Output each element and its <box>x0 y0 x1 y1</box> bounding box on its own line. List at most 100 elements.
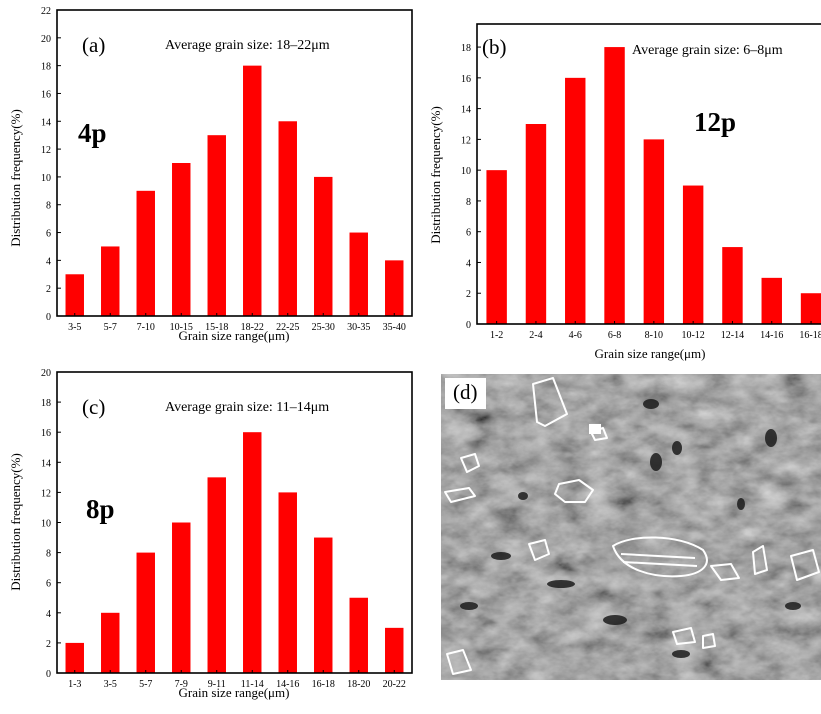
x-tick-label: 20-22 <box>383 679 406 690</box>
x-tick-label: 2-4 <box>529 330 542 341</box>
panel-label: (b) <box>482 35 507 59</box>
bar <box>604 47 625 324</box>
bar <box>385 627 404 673</box>
grain-outline <box>710 563 740 581</box>
bar <box>314 176 333 316</box>
x-tick-label: 22-25 <box>276 322 299 333</box>
grain-outline <box>554 479 594 503</box>
bright-particle <box>589 424 601 434</box>
grain-outline <box>532 377 568 427</box>
x-axis-title: Grain size range(μm) <box>595 346 706 361</box>
grain-outline <box>528 539 550 561</box>
x-tick-label: 5-7 <box>104 322 117 333</box>
bar <box>278 121 297 316</box>
x-tick-label: 9-11 <box>208 679 226 690</box>
x-axis-title: Grain size range(μm) <box>179 328 290 343</box>
y-tick-label: 12 <box>41 488 51 499</box>
chart-panel-c: 1-3 3-5 5-7 7-9 9-11 11-14 14-16 16-18 18-20 20-2… <box>0 362 420 714</box>
grain-outline <box>444 487 476 503</box>
y-axis-title: Distribution frequency(%) <box>428 106 443 244</box>
bar <box>385 260 404 316</box>
x-tick-label: 5-7 <box>139 679 152 690</box>
plot-frame <box>56 9 413 317</box>
bar <box>800 293 821 324</box>
y-tick-label: 6 <box>466 228 471 239</box>
y-tick-label: 4 <box>46 609 51 620</box>
y-tick-label: 18 <box>461 43 471 54</box>
x-axis-title: Grain size range(μm) <box>179 685 290 700</box>
y-tick-label: 12 <box>461 135 471 146</box>
bar-chart: 1-3 3-5 5-7 7-9 9-11 11-14 14-16 16-18 18-20 20-2… <box>8 368 413 700</box>
y-axis-title: Distribution frequency(%) <box>8 109 23 247</box>
grain-outlines <box>444 377 820 675</box>
bar <box>349 597 368 673</box>
plot-frame <box>56 371 413 674</box>
x-tick-label: 7-9 <box>175 679 188 690</box>
y-tick-label: 16 <box>461 74 471 85</box>
sample-label: 12p <box>694 107 736 137</box>
panel-label: (a) <box>82 33 105 57</box>
bar <box>172 163 191 316</box>
bar <box>65 274 84 316</box>
bar <box>525 124 547 324</box>
bar <box>682 185 704 324</box>
bar <box>136 190 155 316</box>
y-tick-label: 2 <box>466 289 471 300</box>
grain-outline <box>460 453 480 473</box>
x-tick-label: 4-6 <box>569 330 582 341</box>
x-tick-label: 1-3 <box>68 679 81 690</box>
y-tick-label: 0 <box>46 312 51 323</box>
chart-panel-a: 3-5 5-7 7-10 10-15 15-18 18-22 22-25 25-30 30-35… <box>0 0 420 352</box>
sem-micrograph: (d) <box>441 374 821 680</box>
x-tick-label: 3-5 <box>104 679 117 690</box>
sem-image <box>441 374 821 680</box>
x-tick-label: 25-30 <box>312 322 335 333</box>
y-tick-label: 4 <box>46 256 51 267</box>
pore-spots <box>460 399 801 658</box>
chart-panel-b: 1-22-44-66-88-1010-1212-1414-1616-1818-2… <box>420 0 821 362</box>
x-tick-label: 8-10 <box>645 330 663 341</box>
grain-striation <box>620 553 698 567</box>
y-tick-label: 10 <box>41 173 51 184</box>
bar <box>314 537 333 673</box>
y-tick-label: 14 <box>41 117 51 128</box>
sample-label: 4p <box>78 118 107 148</box>
bar <box>761 277 782 324</box>
y-tick-label: 8 <box>46 201 51 212</box>
micrograph-texture <box>441 374 821 680</box>
x-tick-label: 6-8 <box>608 330 621 341</box>
bar <box>172 522 191 673</box>
panel-label: (c) <box>82 395 105 419</box>
x-tick-label: 7-10 <box>137 322 155 333</box>
bar <box>207 477 226 673</box>
x-tick-label: 10-15 <box>170 322 193 333</box>
x-tick-label: 12-14 <box>721 330 744 341</box>
bar <box>65 642 84 673</box>
bar <box>136 552 155 673</box>
average-grain-size: Average grain size: 6–8μm <box>632 43 783 58</box>
bar <box>349 232 368 316</box>
y-tick-label: 20 <box>41 34 51 45</box>
x-tick-label: 18-20 <box>347 679 370 690</box>
x-tick-label: 30-35 <box>347 322 370 333</box>
bar <box>243 432 262 673</box>
grain-outline <box>446 649 472 675</box>
x-tick-label: 16-18 <box>799 330 821 341</box>
y-tick-label: 8 <box>466 197 471 208</box>
x-tick-label: 11-14 <box>241 679 264 690</box>
x-tick-label: 18-22 <box>241 322 264 333</box>
panel-label-d: (d) <box>445 378 486 409</box>
y-tick-label: 6 <box>46 579 51 590</box>
y-tick-label: 0 <box>46 669 51 680</box>
y-tick-label: 12 <box>41 145 51 156</box>
x-tick-label: 35-40 <box>383 322 406 333</box>
bar <box>486 170 507 324</box>
bar <box>207 135 226 316</box>
bar-chart: 3-5 5-7 7-10 10-15 15-18 18-22 22-25 25-30 30-35… <box>8 6 413 343</box>
average-grain-size: Average grain size: 11–14μm <box>165 400 329 415</box>
bar <box>722 247 743 324</box>
average-grain-size: Average grain size: 18–22μm <box>165 38 330 53</box>
y-axis-title: Distribution frequency(%) <box>8 453 23 591</box>
y-tick-label: 16 <box>41 89 51 100</box>
y-tick-label: 16 <box>41 428 51 439</box>
